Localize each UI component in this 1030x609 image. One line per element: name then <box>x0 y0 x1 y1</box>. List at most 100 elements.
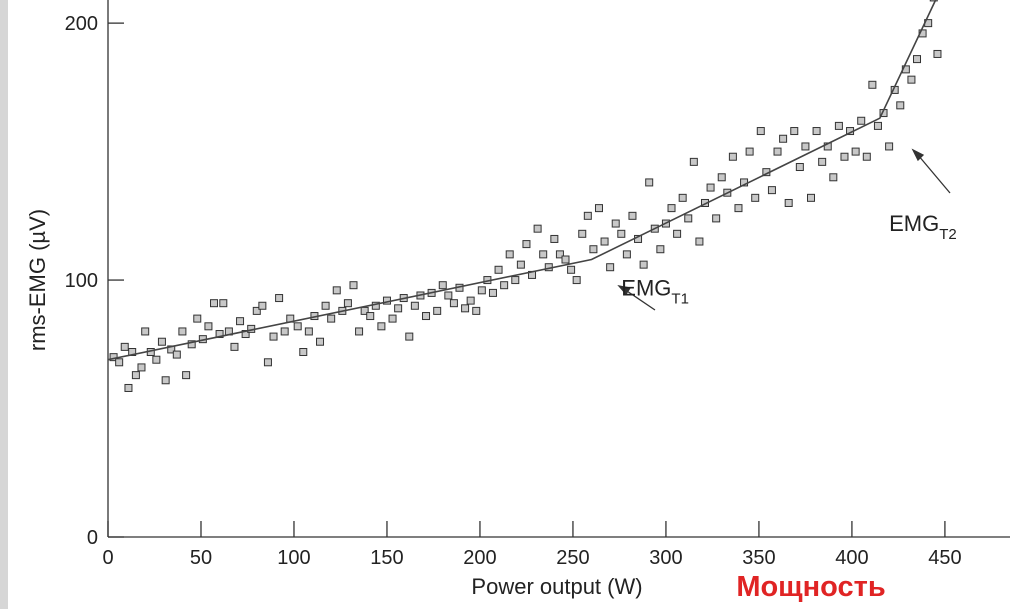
point <box>516 260 525 269</box>
annotation-sub: T1 <box>671 290 689 307</box>
point <box>182 371 191 380</box>
point <box>656 245 665 254</box>
annotation-sub: T2 <box>939 226 957 243</box>
point <box>907 75 916 84</box>
point <box>784 198 793 207</box>
x-tick-label: 100 <box>277 547 310 569</box>
x-tick-label: 400 <box>835 547 868 569</box>
point <box>561 255 570 264</box>
arrow <box>623 288 656 311</box>
point <box>550 234 559 243</box>
point <box>645 178 654 187</box>
point <box>790 127 799 136</box>
point <box>567 265 576 274</box>
point <box>807 193 816 202</box>
point <box>589 245 598 254</box>
point <box>466 296 475 305</box>
point <box>193 314 202 323</box>
point <box>572 276 581 285</box>
point <box>933 49 942 58</box>
point <box>124 383 133 392</box>
point <box>834 121 843 130</box>
point <box>628 211 637 220</box>
point <box>172 350 181 359</box>
point <box>695 237 704 246</box>
point <box>667 204 676 213</box>
point <box>617 229 626 238</box>
annotation-arrows <box>617 148 951 311</box>
point <box>812 127 821 136</box>
point <box>600 237 609 246</box>
point <box>131 371 140 380</box>
annotation-text: EMG <box>889 211 939 236</box>
annotation-text: EMG <box>621 275 671 300</box>
point <box>851 147 860 156</box>
x-axis-label: Power output (W) <box>471 574 642 599</box>
point <box>204 322 213 331</box>
point <box>321 301 330 310</box>
point <box>684 214 693 223</box>
point <box>555 250 564 259</box>
point <box>734 204 743 213</box>
annotation: EMGT2 <box>889 211 957 243</box>
point <box>689 157 698 166</box>
point <box>583 211 592 220</box>
point <box>539 250 548 259</box>
point <box>779 134 788 143</box>
y-tick-label: 200 <box>65 13 98 35</box>
point <box>745 147 754 156</box>
point <box>316 337 325 346</box>
point <box>840 152 849 161</box>
point <box>477 286 486 295</box>
point <box>751 193 760 202</box>
point <box>444 291 453 300</box>
x-tick-label: 0 <box>102 547 113 569</box>
point <box>773 147 782 156</box>
point <box>873 121 882 130</box>
point <box>137 363 146 372</box>
point <box>219 299 228 308</box>
point <box>488 288 497 297</box>
fit-line <box>107 0 937 361</box>
point <box>388 314 397 323</box>
point <box>611 219 620 228</box>
x-axis-translation: Мощность <box>736 571 885 603</box>
point <box>178 327 187 336</box>
point <box>433 306 442 315</box>
x-tick-label: 50 <box>190 547 212 569</box>
point <box>187 340 196 349</box>
y-tick-label: 100 <box>65 270 98 292</box>
point <box>275 294 284 303</box>
point <box>639 260 648 269</box>
point <box>120 342 129 351</box>
point <box>422 312 431 321</box>
point <box>929 0 938 2</box>
point <box>678 193 687 202</box>
point <box>505 250 514 259</box>
point <box>161 376 170 385</box>
point <box>868 80 877 89</box>
point <box>756 127 765 136</box>
point <box>461 304 470 313</box>
point <box>252 306 261 315</box>
point <box>343 299 352 308</box>
point <box>522 240 531 249</box>
point <box>258 301 267 310</box>
point <box>332 286 341 295</box>
point <box>862 152 871 161</box>
arrowhead <box>911 148 925 162</box>
arrowhead <box>617 285 632 296</box>
point <box>215 330 224 339</box>
annotation: EMGT1 <box>621 275 689 307</box>
point <box>885 142 894 151</box>
x-tick-label: 350 <box>742 547 775 569</box>
x-tick-label: 250 <box>556 547 589 569</box>
point <box>913 55 922 64</box>
point <box>263 358 272 367</box>
side-strip <box>0 0 8 609</box>
point <box>410 301 419 310</box>
y-tick-label: 0 <box>87 527 98 549</box>
arrow <box>917 154 951 194</box>
x-tick-label: 450 <box>928 547 961 569</box>
